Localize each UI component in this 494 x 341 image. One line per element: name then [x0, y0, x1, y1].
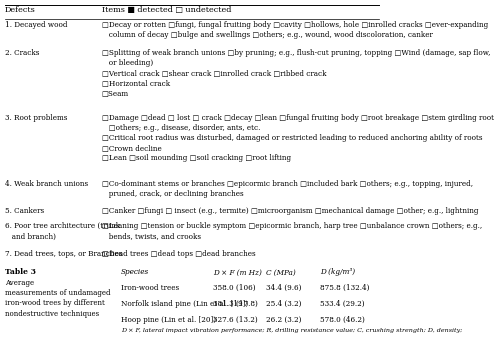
Text: 34.4 (9.6): 34.4 (9.6) — [266, 284, 302, 292]
Text: 3. Root problems: 3. Root problems — [4, 114, 67, 122]
Text: 327.6 (13.2): 327.6 (13.2) — [213, 316, 257, 324]
Text: D × F, lateral impact vibration performance; R, drilling resistance value; C, cr: D × F, lateral impact vibration performa… — [121, 328, 462, 333]
Text: Average
measurements of undamaged
iron-wood trees by different
nondestructive te: Average measurements of undamaged iron-w… — [4, 279, 110, 317]
Text: 578.0 (46.2): 578.0 (46.2) — [320, 316, 365, 324]
Text: □Dead trees □dead tops □dead branches: □Dead trees □dead tops □dead branches — [102, 250, 255, 258]
Text: Iron-wood trees: Iron-wood trees — [121, 284, 179, 292]
Text: 381.3 (17.8): 381.3 (17.8) — [213, 300, 258, 308]
Text: D (kg/m³): D (kg/m³) — [320, 268, 355, 276]
Text: 6. Poor tree architecture (trunk
   and branch): 6. Poor tree architecture (trunk and bra… — [4, 222, 120, 240]
Text: Items ■ detected □ undetected: Items ■ detected □ undetected — [102, 6, 231, 14]
Text: 2. Cracks: 2. Cracks — [4, 48, 39, 57]
Text: □Co-dominant stems or branches □epicormic branch □included bark □others; e.g., t: □Co-dominant stems or branches □epicormi… — [102, 180, 473, 198]
Text: Defects: Defects — [4, 6, 36, 14]
Text: 1. Decayed wood: 1. Decayed wood — [4, 21, 67, 29]
Text: 7. Dead trees, tops, or Branches: 7. Dead trees, tops, or Branches — [4, 250, 122, 258]
Text: □Leaning □tension or buckle symptom □epicormic branch, harp tree □unbalance crow: □Leaning □tension or buckle symptom □epi… — [102, 222, 482, 240]
Text: 358.0 (106): 358.0 (106) — [213, 284, 255, 292]
Text: D × F (m Hz): D × F (m Hz) — [213, 268, 262, 276]
Text: 26.2 (3.2): 26.2 (3.2) — [266, 316, 302, 324]
Text: □Splitting of weak branch unions □by pruning; e.g., flush-cut pruning, topping □: □Splitting of weak branch unions □by pru… — [102, 48, 490, 97]
Text: □Canker □fungi □ insect (e.g., termite) □microorganism □mechanical damage □other: □Canker □fungi □ insect (e.g., termite) … — [102, 207, 478, 215]
Text: 5. Cankers: 5. Cankers — [4, 207, 44, 215]
Text: 875.8 (132.4): 875.8 (132.4) — [320, 284, 370, 292]
Text: □Damage □dead □ lost □ crack □decay □lean □fungal fruiting body □root breakage □: □Damage □dead □ lost □ crack □decay □lea… — [102, 114, 494, 162]
Text: C (MPa): C (MPa) — [266, 268, 296, 276]
Text: Species: Species — [121, 268, 149, 276]
Text: 4. Weak branch unions: 4. Weak branch unions — [4, 180, 88, 188]
Text: 25.4 (3.2): 25.4 (3.2) — [266, 300, 302, 308]
Text: □Decay or rotten □fungi, fungal fruiting body □cavity □hollows, hole □inrolled c: □Decay or rotten □fungi, fungal fruiting… — [102, 21, 488, 39]
Text: Norfolk island pine (Lin et al. [19]): Norfolk island pine (Lin et al. [19]) — [121, 300, 248, 308]
Text: 533.4 (29.2): 533.4 (29.2) — [320, 300, 365, 308]
Text: Hoop pine (Lin et al. [20]): Hoop pine (Lin et al. [20]) — [121, 316, 216, 324]
Text: Table 3: Table 3 — [4, 268, 36, 276]
